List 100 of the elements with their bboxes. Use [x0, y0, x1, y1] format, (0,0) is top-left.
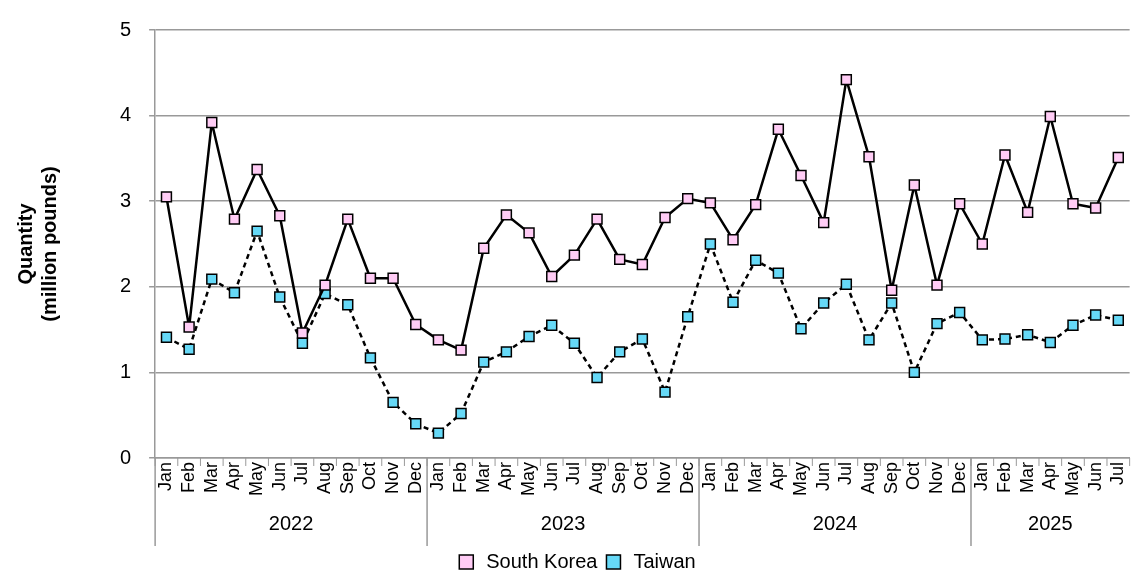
point: [931, 317, 943, 330]
point: [387, 272, 399, 284]
point: [568, 249, 581, 261]
point: [228, 213, 241, 225]
point: [840, 73, 853, 86]
point: [364, 272, 377, 284]
x-tick-label: Dec: [676, 462, 697, 495]
point: [432, 334, 445, 346]
point: [432, 427, 445, 439]
x-tick-label: Apr: [1039, 461, 1060, 491]
point: [659, 386, 671, 398]
point: [1067, 319, 1079, 332]
point: [1112, 151, 1124, 164]
x-tick-label: Apr: [767, 461, 788, 491]
point: [976, 334, 989, 346]
x-tick-label: Jan: [155, 462, 176, 492]
x-tick-label: Jun: [812, 462, 833, 492]
point: [228, 287, 241, 299]
x-tick-label: Mar: [472, 461, 493, 493]
point: [1044, 110, 1057, 123]
point: [1089, 309, 1102, 321]
point: [749, 198, 762, 211]
point: [523, 330, 535, 343]
text: 2022: [268, 511, 314, 534]
point: [455, 407, 467, 420]
point: [795, 323, 807, 335]
x-tick-label: Mar: [200, 461, 221, 493]
text: 2025: [1028, 511, 1073, 534]
point: [523, 227, 535, 239]
point: [342, 299, 354, 311]
x-tick-label: Jan: [699, 462, 720, 492]
point: [863, 150, 875, 163]
point: [160, 331, 173, 343]
x-tick-label: Jun: [1084, 462, 1105, 492]
point: [274, 210, 286, 222]
x-tick-label: May: [1061, 462, 1082, 497]
point: [682, 192, 694, 205]
point: [1021, 329, 1034, 341]
point: [183, 343, 195, 355]
point: [387, 396, 399, 409]
point: [885, 297, 898, 309]
point: [160, 191, 173, 203]
point: [614, 253, 626, 266]
x-tick-label: Jun: [540, 462, 561, 492]
point: [908, 366, 921, 379]
x-tick-label: Mar: [1016, 461, 1037, 493]
x-tick-label: Nov: [925, 462, 946, 495]
point: [478, 242, 490, 254]
point: [953, 198, 966, 210]
x-tick-label: Jun: [268, 462, 289, 492]
point: [999, 333, 1011, 345]
point: [546, 319, 558, 332]
x-tick-label: Jan: [427, 462, 448, 492]
point: [704, 238, 717, 250]
point: [682, 311, 694, 323]
point: [410, 318, 422, 331]
x-tick-label: Dec: [948, 462, 969, 495]
x-tick-label: Aug: [586, 462, 607, 495]
point: [908, 179, 921, 191]
point: [659, 211, 671, 224]
point: [885, 284, 898, 296]
point: [342, 213, 354, 225]
point: [478, 356, 490, 368]
point: [636, 333, 649, 345]
x-tick-label: Feb: [450, 462, 471, 494]
point: [251, 163, 263, 176]
x-tick-label: Dec: [404, 462, 425, 495]
point: [727, 234, 739, 246]
x-tick-label: Jul: [1107, 462, 1128, 486]
point: [500, 346, 513, 358]
point: [727, 296, 739, 308]
legend-label: Taiwan: [633, 549, 696, 572]
point: [364, 352, 377, 364]
legend-label: South Korea: [486, 549, 599, 572]
y-tick-label: 4: [120, 103, 132, 126]
point: [1112, 314, 1124, 326]
point: [251, 225, 263, 237]
point: [772, 267, 785, 279]
x-tick-label: Jul: [291, 462, 312, 486]
x-tick-label: Apr: [495, 461, 516, 491]
point: [772, 123, 785, 135]
x-tick-label: Nov: [654, 462, 675, 495]
point: [976, 238, 989, 250]
x-tick-label: Mar: [744, 461, 765, 493]
point: [931, 279, 943, 291]
x-tick-label: Feb: [722, 462, 742, 494]
x-tick-label: Aug: [314, 462, 335, 495]
point: [863, 334, 875, 346]
x-tick-label: May: [246, 462, 267, 497]
x-tick-label: May: [789, 462, 810, 497]
point: [1044, 336, 1057, 349]
x-tick-label: Jan: [971, 462, 992, 492]
x-tick-label: Sep: [336, 462, 357, 495]
point: [455, 344, 467, 356]
x-tick-label: Apr: [223, 461, 244, 491]
point: [206, 116, 218, 129]
y-axis-title: Quantity (million pounds): [13, 166, 60, 322]
point: [636, 258, 649, 271]
text: 2023: [540, 511, 586, 534]
point: [840, 278, 853, 290]
